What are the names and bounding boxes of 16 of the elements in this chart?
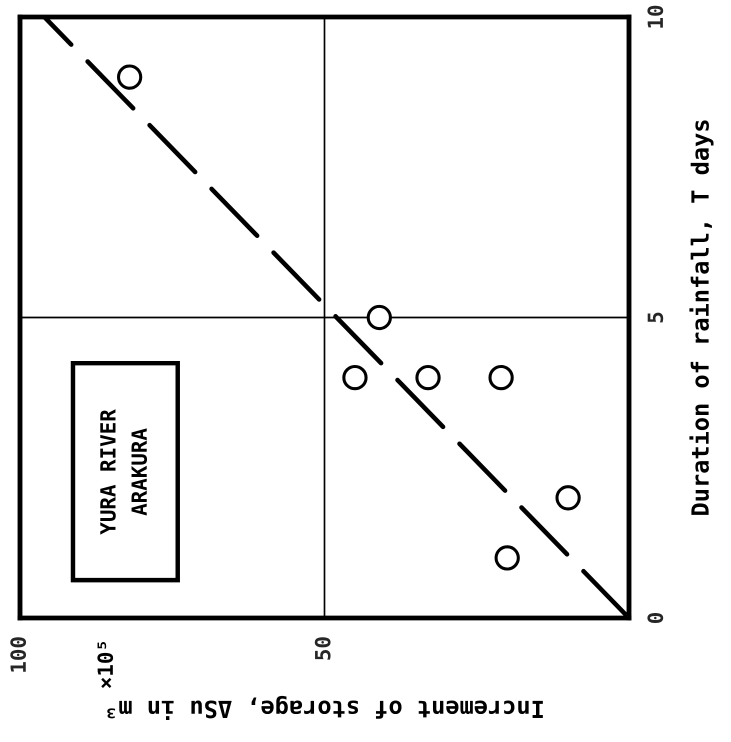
point: [488, 364, 514, 390]
y-tick-label: 10: [647, 6, 664, 28]
text: ×10⁵: [97, 642, 114, 688]
point: [366, 304, 392, 330]
x-axis-title: Increment of storage, ΔSu in m³: [107, 696, 543, 720]
annotation: YURA RIVER ARAKURA: [100, 409, 148, 535]
x-tick-label: 100: [10, 637, 26, 672]
point: [555, 485, 581, 510]
point: [415, 364, 441, 390]
y-tick-label: 0: [647, 612, 664, 624]
y-axis-title: Duration of rainfall, T days: [689, 120, 714, 515]
point: [116, 64, 142, 90]
point: [342, 364, 368, 390]
y-tick-label: 5: [648, 312, 664, 322]
point: [494, 545, 520, 571]
x-tick-label: 50: [314, 637, 331, 660]
